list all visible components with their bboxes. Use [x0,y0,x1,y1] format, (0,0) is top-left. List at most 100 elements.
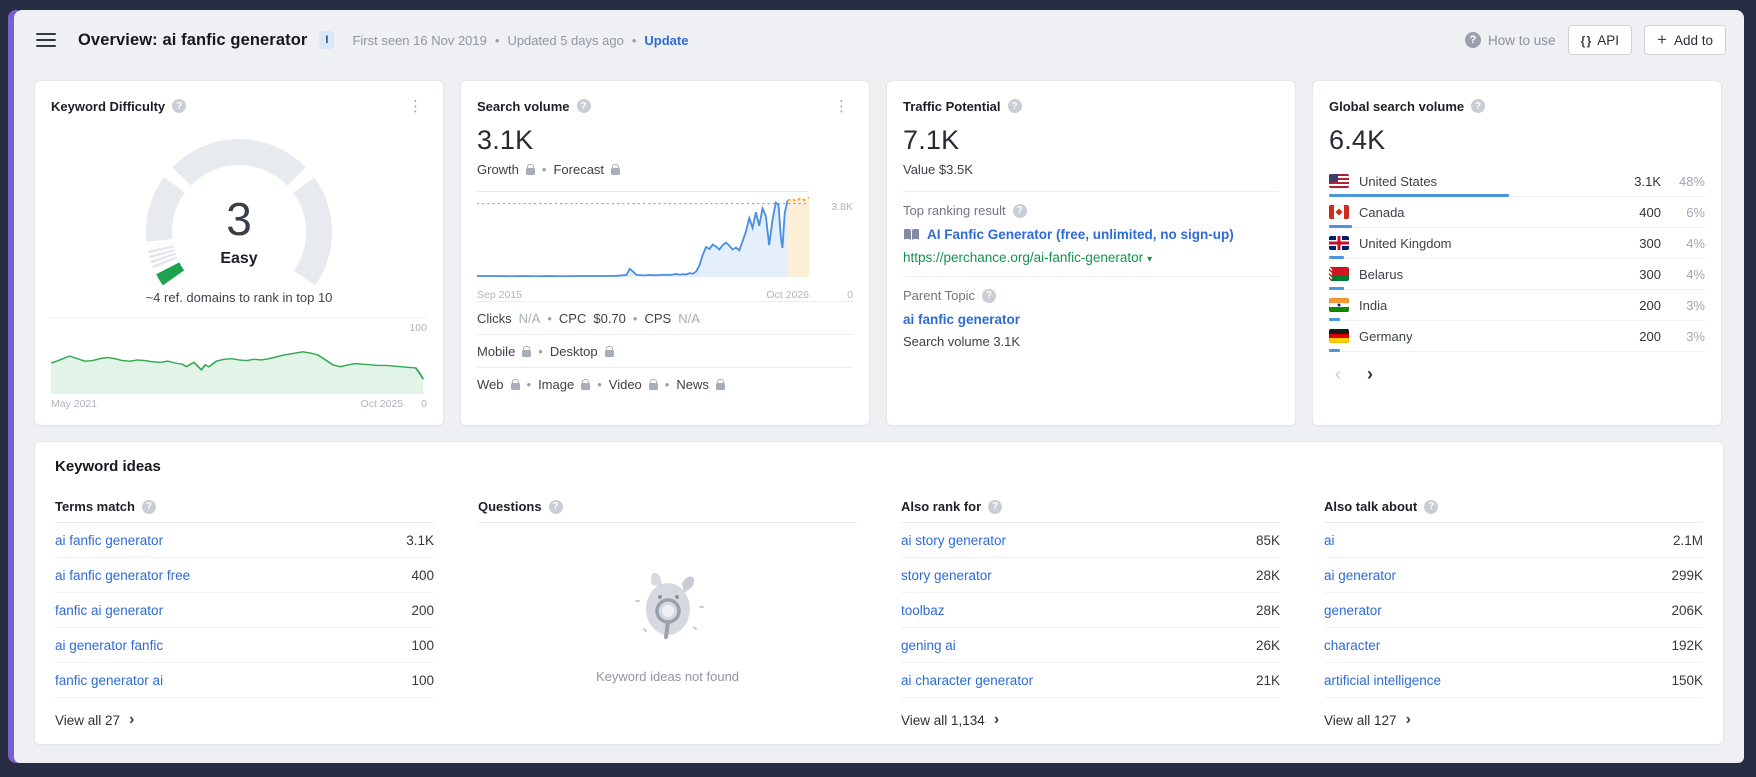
web-label[interactable]: Web [477,376,504,392]
keyword-link[interactable]: fanfic generator ai [55,672,164,688]
growth-forecast-row: Growth • Forecast [477,162,853,177]
keyword-link[interactable]: fanfic ai generator [55,602,164,618]
top-result-url[interactable]: https://perchance.org/ai-fanfic-generato… [903,250,1279,265]
news-label[interactable]: News [676,376,709,392]
info-icon[interactable] [982,288,997,303]
braces-icon [1581,33,1591,48]
x-axis-end-label: Oct 2025 [360,398,404,410]
keyword-ideas-panel: Keyword ideas Terms match ai fanfic gene… [34,441,1724,745]
keyword-link[interactable]: generator [1324,602,1382,618]
info-icon[interactable] [576,99,591,113]
view-all-link[interactable]: View all 127 [1324,698,1703,742]
growth-label[interactable]: Growth [477,162,519,177]
country-row: Belarus 300 4% [1329,259,1705,290]
search-volume-value: 3.1K [477,125,534,155]
empty-state-text: Keyword ideas not found [595,669,740,684]
pager-prev-icon[interactable]: ‹ [1335,364,1341,384]
pager-next-icon[interactable]: › [1367,364,1373,384]
view-all-link[interactable]: View all 27 [55,698,434,742]
country-share-bar [1329,225,1352,228]
mobile-label[interactable]: Mobile [477,343,516,359]
keyword-link[interactable]: story generator [901,567,992,583]
info-icon[interactable] [172,99,187,113]
info-icon[interactable] [548,499,563,514]
y-axis-zero-label: 0 [421,398,427,410]
kebab-menu-icon[interactable] [404,97,427,116]
kebab-menu-icon[interactable] [830,97,853,116]
video-label[interactable]: Video [608,376,642,392]
keyword-link[interactable]: ai story generator [901,532,1007,548]
keyword-link[interactable]: ai generator [1324,567,1397,583]
keyword-volume: 299K [1671,567,1703,583]
country-volume: 200 [1639,328,1661,344]
keyword-row: character 192K [1324,628,1703,663]
country-row: Germany 200 3% [1329,321,1705,352]
keyword-link[interactable]: ai fanfic generator free [55,567,191,583]
keyword-link[interactable]: character [1324,637,1381,653]
keyword-volume: 2.1M [1672,532,1703,548]
country-name: Belarus [1359,266,1404,282]
y-axis-zero-label: 0 [847,289,853,301]
add-to-button[interactable]: Add to [1644,25,1726,55]
api-button[interactable]: API [1567,25,1633,55]
mobile-desktop-row: Mobile • Desktop [477,334,853,367]
card-title: Global search volume [1329,98,1465,114]
keyword-link[interactable]: artificial intelligence [1324,672,1442,688]
info-icon[interactable] [141,499,156,514]
clicks-value: N/A [518,310,541,326]
terms-match-column: Terms match ai fanfic generator 3.1K ai … [55,491,434,742]
image-label[interactable]: Image [538,376,575,392]
info-icon[interactable] [1012,203,1027,218]
country-percent: 4% [1686,266,1705,282]
info-icon[interactable] [1424,499,1439,514]
global-volume-value: 6.4K [1329,125,1386,155]
country-volume: 300 [1639,235,1661,251]
clicks-cpc-cps-row: Clicks N/A • CPC $0.70 • CPS N/A [477,301,853,334]
keyword-link[interactable]: toolbaz [901,602,945,618]
lock-icon [648,378,658,390]
keyword-link[interactable]: ai fanfic generator [55,532,164,548]
keyword-volume: 85K [1255,532,1280,548]
keyword-link[interactable]: ai generator fanfic [55,637,164,653]
flag-icon [1329,298,1349,312]
card-title: Search volume [477,98,570,114]
keyword-row: ai character generator 21K [901,663,1280,698]
keyword-volume: 200 [411,602,434,618]
flag-icon [1329,267,1349,281]
menu-icon[interactable] [36,33,56,47]
chevron-down-icon[interactable]: ▾ [1147,254,1153,265]
country-row: Canada 400 6% [1329,197,1705,228]
update-link[interactable]: Update [644,32,689,48]
how-to-use-link[interactable]: How to use [1465,32,1556,48]
country-percent: 4% [1686,235,1705,251]
info-icon[interactable] [1007,99,1022,113]
keyword-link[interactable]: ai [1324,532,1335,548]
country-volume: 3.1K [1634,173,1661,189]
divider [903,191,1279,192]
parent-topic-link[interactable]: ai fanfic generator [903,312,1021,327]
keyword-meta: First seen 16 Nov 2019 • Updated 5 days … [352,33,688,48]
top-result-link[interactable]: AI Fanfic Generator (free, unlimited, no… [927,227,1234,242]
cpc-label: CPC [558,310,587,326]
keyword-ideas-title: Keyword ideas [55,458,161,475]
info-icon[interactable] [1471,99,1486,113]
keyword-link[interactable]: ai character generator [901,672,1034,688]
forecast-label[interactable]: Forecast [553,162,605,177]
country-volume: 400 [1639,204,1661,220]
info-icon[interactable] [988,499,1003,514]
kd-history-svg [51,351,425,394]
view-all-label: View all 27 [55,712,121,728]
country-percent: 6% [1686,204,1705,220]
keyword-link[interactable]: gening ai [901,637,956,653]
keyword-volume: 28K [1255,602,1280,618]
dot-separator: • [526,376,532,392]
country-share-bar [1329,349,1341,352]
keyword-row: ai generator 299K [1324,558,1703,593]
x-axis-end-label: Oct 2026 [766,289,809,301]
view-all-link[interactable]: View all 1,134 [901,698,1280,742]
kd-level: Easy [220,250,258,267]
desktop-label[interactable]: Desktop [549,343,598,359]
card-title: Keyword Difficulty [51,98,166,114]
parent-topic-label: Parent Topic [903,288,976,303]
keyword-volume: 206K [1671,602,1703,618]
